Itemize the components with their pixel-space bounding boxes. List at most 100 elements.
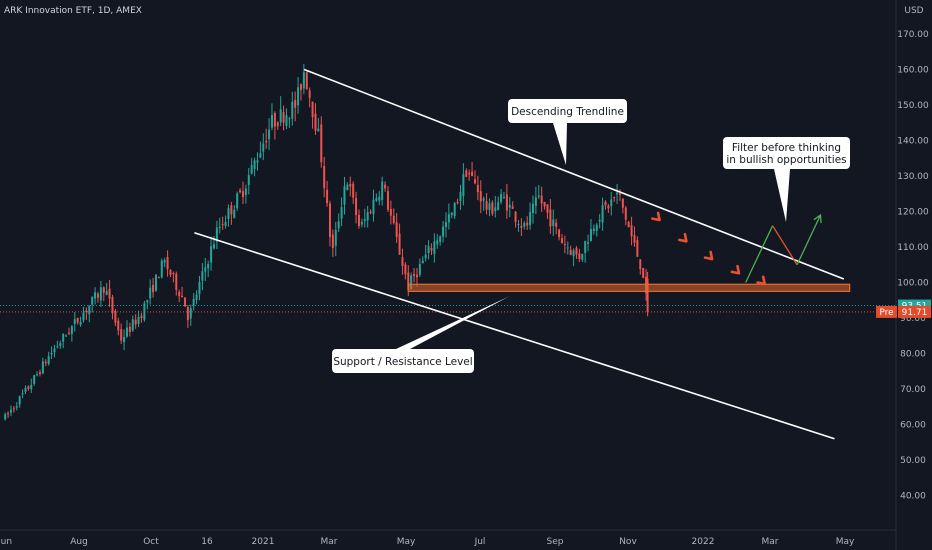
y-tick-label: 120.00 bbox=[897, 208, 929, 218]
candle-body bbox=[323, 166, 326, 189]
candle-body bbox=[239, 190, 242, 193]
pre-market-badge: Pre 91.71 bbox=[876, 305, 931, 318]
projection-arrow-down bbox=[730, 264, 741, 275]
candle-body bbox=[630, 225, 633, 237]
candle-body bbox=[140, 315, 143, 319]
candle-body bbox=[123, 337, 126, 343]
candle-body bbox=[331, 234, 334, 249]
candle-body bbox=[502, 196, 505, 198]
callout-text: Filter before thinking bbox=[732, 142, 841, 154]
candle-body bbox=[404, 264, 407, 275]
candle-body bbox=[224, 221, 227, 226]
candle-body bbox=[439, 236, 442, 242]
candle-body bbox=[297, 87, 300, 106]
candle-body bbox=[9, 409, 12, 413]
y-tick-label: 70.00 bbox=[900, 385, 926, 395]
candle-body bbox=[482, 198, 485, 201]
candle-body bbox=[534, 197, 537, 206]
bullish-scenario-leg bbox=[745, 225, 774, 283]
candle-body bbox=[488, 203, 491, 210]
candle-body bbox=[372, 199, 375, 215]
candle-body bbox=[30, 384, 33, 390]
candle-body bbox=[21, 393, 24, 395]
candle-body bbox=[418, 264, 421, 275]
candle-body bbox=[99, 287, 102, 301]
currency-label: USD bbox=[904, 6, 923, 16]
candle-body bbox=[636, 240, 639, 257]
candle-body bbox=[639, 259, 642, 270]
candle-body bbox=[265, 140, 268, 143]
candle-body bbox=[4, 414, 7, 420]
candle-body bbox=[558, 229, 561, 238]
x-tick-label: Sep bbox=[547, 537, 564, 547]
candle-body bbox=[523, 223, 526, 227]
candle-body bbox=[363, 219, 366, 222]
candle-body bbox=[328, 203, 331, 238]
candle-body bbox=[642, 267, 645, 278]
candle-body bbox=[120, 329, 123, 341]
candle-body bbox=[563, 244, 566, 246]
support-resistance-zone bbox=[407, 283, 851, 292]
candle-body bbox=[85, 310, 88, 313]
candle-body bbox=[44, 361, 47, 364]
x-tick-label: Oct bbox=[143, 537, 159, 547]
candle-body bbox=[366, 212, 369, 221]
candle-body bbox=[36, 374, 39, 376]
candle-body bbox=[108, 288, 111, 299]
candle-body bbox=[59, 343, 62, 346]
candle-body bbox=[352, 183, 355, 198]
candle-body bbox=[415, 274, 418, 278]
candle-body bbox=[410, 275, 413, 290]
y-tick-label: 40.00 bbox=[900, 492, 926, 502]
candle-body bbox=[181, 295, 184, 297]
candle-body bbox=[613, 196, 616, 198]
x-tick-label: Jul bbox=[474, 537, 486, 547]
candle-body bbox=[549, 209, 552, 227]
candle-body bbox=[624, 207, 627, 220]
candle-body bbox=[572, 250, 575, 257]
candle-body bbox=[183, 297, 186, 307]
candle-body bbox=[33, 375, 36, 384]
candle-body bbox=[633, 235, 636, 243]
candle-body bbox=[627, 221, 630, 228]
callouts: Descending Trendline Filter before thinki… bbox=[332, 99, 850, 373]
pullback-scenario-leg bbox=[772, 225, 798, 266]
time-axis: Jun Aug Oct 16 2021 Mar May Jul Sep Nov 2022 Mar May bbox=[0, 537, 855, 547]
candle-body bbox=[134, 319, 137, 325]
descending-trendline bbox=[303, 68, 845, 280]
candle-body bbox=[236, 193, 239, 209]
candle-body bbox=[465, 170, 468, 177]
y-tick-label: 50.00 bbox=[900, 456, 926, 466]
price-axis: 40.00 50.00 60.00 70.00 80.00 90.00 100.00 110.… bbox=[897, 30, 929, 502]
candle-body bbox=[581, 253, 584, 260]
candle-body bbox=[273, 113, 276, 127]
candle-body bbox=[421, 260, 424, 264]
candle-body bbox=[343, 186, 346, 205]
candle-body bbox=[79, 321, 82, 325]
x-tick-label: 2022 bbox=[692, 537, 715, 547]
candle-body bbox=[65, 335, 68, 337]
candle-body bbox=[253, 160, 256, 170]
candle-body bbox=[401, 257, 404, 266]
candle-body bbox=[520, 225, 523, 228]
y-tick-label: 130.00 bbox=[897, 172, 929, 182]
candle-body bbox=[288, 118, 291, 120]
candle-body bbox=[346, 184, 349, 191]
candle-body bbox=[204, 267, 207, 272]
candle-body bbox=[589, 229, 592, 241]
candle-body bbox=[569, 249, 572, 255]
candle-body bbox=[430, 248, 433, 251]
candle-body bbox=[616, 192, 619, 195]
candle-body bbox=[233, 209, 236, 219]
x-tick-label: Mar bbox=[762, 537, 779, 547]
candle-body bbox=[276, 122, 279, 127]
candle-body bbox=[555, 222, 558, 227]
candle-body bbox=[378, 196, 381, 201]
candle-body bbox=[256, 160, 259, 163]
y-tick-label: 170.00 bbox=[897, 30, 929, 40]
candle-body bbox=[302, 72, 305, 89]
candle-body bbox=[154, 274, 157, 291]
candle-body bbox=[392, 215, 395, 224]
candle-body bbox=[433, 241, 436, 254]
